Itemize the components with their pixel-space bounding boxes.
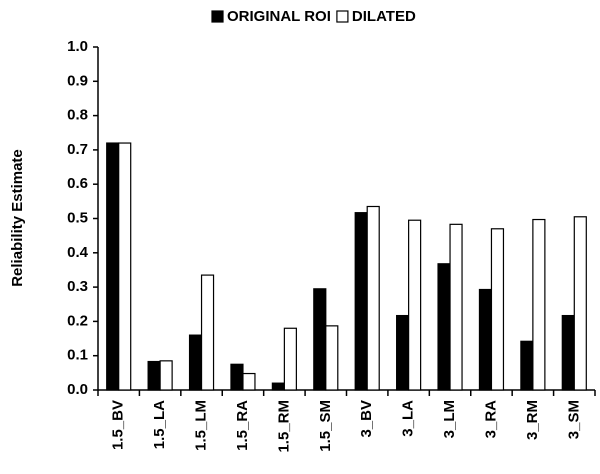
y-tick-label: 0.6: [67, 175, 88, 192]
x-tick-label: 1.5_LA: [151, 400, 168, 449]
x-tick-label: 1.5_RA: [234, 400, 251, 451]
bar: [230, 363, 244, 391]
y-tick-label: 0.4: [67, 244, 89, 261]
x-tick-label: 1.5_SM: [317, 400, 334, 452]
bar: [242, 372, 256, 391]
bar: [283, 327, 297, 391]
x-tick-label: 3_LM: [441, 400, 458, 438]
x-tick-label: 3_BV: [358, 400, 375, 438]
bar: [561, 314, 575, 391]
bar: [532, 218, 546, 391]
bar: [437, 263, 451, 391]
x-tick-label: 3_RA: [482, 400, 499, 439]
bar: [200, 274, 215, 391]
bar: [366, 205, 380, 391]
bar: [520, 340, 534, 391]
bar: [147, 360, 161, 391]
x-tick-label: 1.5_LM: [193, 400, 210, 451]
legend-swatch: [211, 10, 224, 23]
bar: [490, 228, 505, 391]
bar: [188, 334, 203, 391]
bar: [478, 288, 493, 391]
legend-label: DILATED: [352, 8, 416, 25]
y-tick-label: 1.0: [67, 38, 88, 55]
y-axis-label: Reliability Estimate: [9, 149, 26, 287]
x-tick-label: 3_SM: [565, 400, 582, 439]
bar: [408, 219, 422, 391]
bar: [118, 142, 132, 391]
y-tick-label: 0.9: [67, 72, 88, 89]
bar: [271, 382, 285, 391]
legend-label: ORIGINAL ROI: [227, 8, 331, 25]
bar: [106, 142, 120, 391]
y-tick-label: 0.3: [67, 278, 88, 295]
bar: [159, 360, 173, 391]
y-tick-label: 0.2: [67, 312, 88, 329]
bar: [396, 314, 410, 391]
y-tick-label: 0.8: [67, 107, 88, 124]
bar: [573, 216, 587, 391]
legend-swatch: [336, 10, 349, 23]
x-tick-label: 1.5_BV: [110, 400, 127, 450]
x-tick-label: 3_LA: [400, 400, 417, 437]
bar: [325, 325, 339, 391]
y-tick-label: 0.5: [67, 209, 88, 226]
y-tick-label: 0.7: [67, 141, 88, 158]
y-tick-label: 0.0: [67, 381, 88, 398]
x-tick-label: 3_RM: [524, 400, 541, 440]
x-tick-label: 1.5_RM: [275, 400, 292, 453]
bar: [449, 223, 463, 391]
bar: [313, 288, 327, 391]
y-tick-label: 0.1: [67, 347, 88, 364]
bar: [354, 212, 368, 391]
